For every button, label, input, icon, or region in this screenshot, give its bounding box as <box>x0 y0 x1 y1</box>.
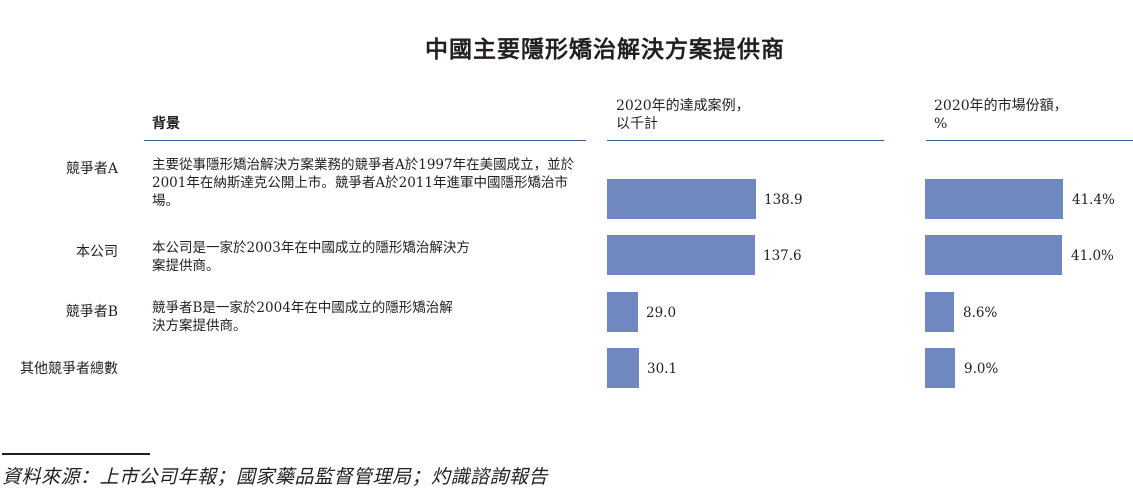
row-label-competitor-b: 競爭者B <box>65 304 118 320</box>
share-value-competitor-a: 41.4% <box>1072 192 1115 208</box>
footnote-rule <box>2 453 150 455</box>
source-note: 資料來源：上市公司年報；國家藥品監督管理局；灼識諮詢報告 <box>2 466 549 488</box>
header-rule-share <box>926 140 1133 141</box>
share-value-company: 41.0% <box>1071 248 1114 264</box>
share-bar-competitor-b <box>925 292 954 332</box>
cases-bar-company <box>607 235 755 275</box>
cases-bar-competitor-a <box>607 179 756 219</box>
header-rule-background <box>144 140 586 141</box>
cases-bar-others <box>607 348 639 388</box>
share-bar-company <box>925 235 1062 275</box>
chart-title: 中國主要隱形矯治解決方案提供商 <box>425 36 785 63</box>
header-cases: 2020年的達成案例， 以千計 <box>616 98 750 132</box>
row-desc-company: 本公司是一家於2003年在中國成立的隱形矯治解決方案提供商。 <box>152 240 470 274</box>
cases-value-company: 137.6 <box>763 248 802 264</box>
share-value-others: 9.0% <box>964 361 999 377</box>
row-label-competitor-a: 競爭者A <box>65 161 118 177</box>
row-desc-competitor-a: 主要從事隱形矯治解決方案業務的競爭者A於1997年在美國成立，並於2001年在納… <box>152 157 575 209</box>
share-bar-competitor-a <box>925 179 1063 219</box>
row-label-others: 其他競爭者總數 <box>20 361 118 377</box>
cases-value-competitor-a: 138.9 <box>764 192 803 208</box>
share-value-competitor-b: 8.6% <box>963 305 998 321</box>
row-desc-competitor-b: 競爭者B是一家於2004年在中國成立的隱形矯治解決方案提供商。 <box>152 300 453 334</box>
header-background: 背景 <box>152 116 180 132</box>
row-label-company: 本公司 <box>76 244 118 260</box>
header-share: 2020年的市場份額， % <box>934 98 1068 132</box>
cases-value-others: 30.1 <box>647 361 678 377</box>
share-bar-others <box>925 348 955 388</box>
cases-value-competitor-b: 29.0 <box>646 305 677 321</box>
header-rule-cases <box>607 140 884 141</box>
cases-bar-competitor-b <box>607 292 638 332</box>
